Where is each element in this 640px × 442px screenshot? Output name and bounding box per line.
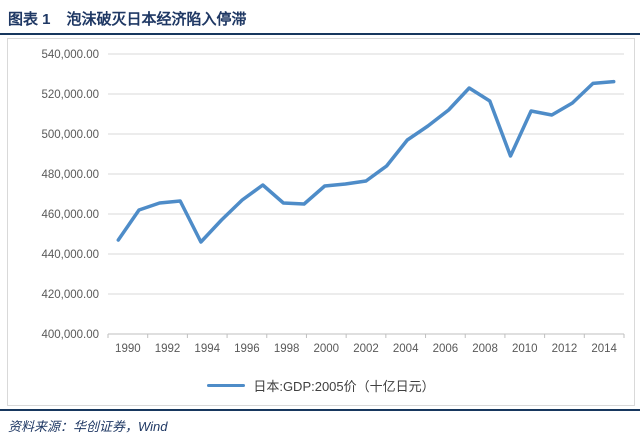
chart-legend: 日本:GDP:2005价（十亿日元） [8, 371, 634, 399]
y-axis-label: 500,000.00 [41, 129, 99, 141]
gdp-series-line [116, 79, 616, 244]
data-source: 资料来源：华创证券，Wind [8, 419, 168, 434]
header-rule [0, 33, 640, 35]
y-axis-label: 540,000.00 [41, 49, 99, 61]
x-axis-label: 2012 [552, 343, 578, 355]
x-axis-label: 1990 [115, 343, 141, 355]
x-axis-label: 2008 [472, 343, 498, 355]
y-axis-label: 460,000.00 [41, 209, 99, 221]
y-axis-label: 480,000.00 [41, 169, 99, 181]
x-axis-label: 1996 [234, 343, 260, 355]
legend-line-marker [207, 383, 246, 387]
x-axis-label: 1994 [194, 343, 220, 355]
x-axis-label: 1998 [274, 343, 300, 355]
y-axis-label: 520,000.00 [41, 89, 99, 101]
x-axis-label: 2006 [433, 343, 459, 355]
x-axis-label: 2004 [393, 343, 419, 355]
x-axis-label: 1992 [155, 343, 181, 355]
x-axis-label: 2014 [591, 343, 617, 355]
gdp-line-chart: 400,000.00 420,000.00 440,000.00 460,000.00… [41, 49, 625, 355]
y-axis-label: 400,000.00 [41, 329, 99, 341]
x-axis-label: 2000 [314, 343, 340, 355]
footer-rule [0, 409, 640, 411]
legend-label: 日本:GDP:2005价（十亿日元） [253, 378, 435, 394]
x-axis-label: 2010 [512, 343, 538, 355]
figure-header: 图表 1 泡沫破灭日本经济陷入停滞 [0, 0, 640, 31]
y-axis-label: 420,000.00 [41, 289, 99, 301]
chart-container: 400,000.00 420,000.00 440,000.00 460,000.00… [7, 38, 635, 406]
y-axis-label: 440,000.00 [41, 249, 99, 261]
figure-title: 泡沫破灭日本经济陷入停滞 [66, 11, 247, 28]
figure-label: 图表 1 [8, 11, 51, 28]
x-axis-label: 2002 [353, 343, 379, 355]
